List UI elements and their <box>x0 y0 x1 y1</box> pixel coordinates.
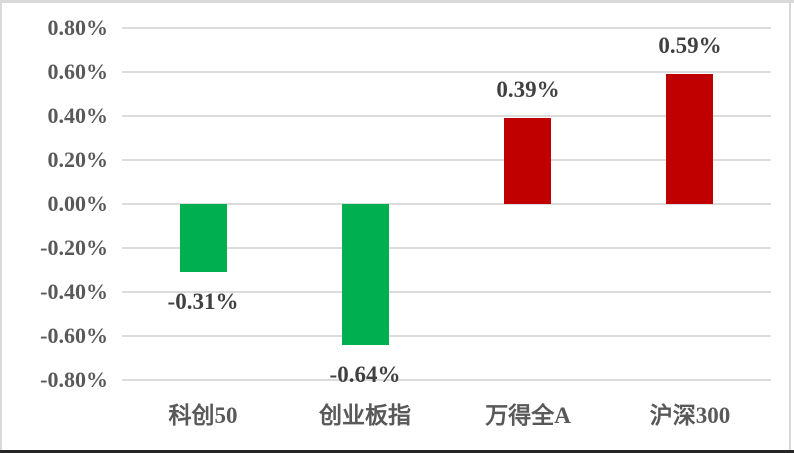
gridline <box>122 27 771 29</box>
y-axis-tick-label: -0.20% <box>40 235 108 260</box>
bar-value-label: 0.59% <box>658 33 722 58</box>
bar <box>180 204 227 272</box>
bar <box>504 118 551 204</box>
gridline <box>122 247 771 249</box>
chart-border-left <box>0 0 2 453</box>
gridline <box>122 335 771 337</box>
y-axis-tick-label: -0.80% <box>40 367 108 392</box>
bar-value-label: -0.31% <box>167 289 239 314</box>
gridline <box>122 71 771 73</box>
y-axis-tick-label: 0.80% <box>47 15 109 40</box>
x-axis-category-label: 沪深300 <box>649 403 731 428</box>
bar-value-label: -0.64% <box>329 362 401 387</box>
y-axis-tick-label: 0.00% <box>47 191 109 216</box>
y-axis-tick-label: -0.40% <box>40 279 108 304</box>
gridline <box>122 203 771 205</box>
bar-value-label: 0.39% <box>496 77 560 102</box>
bar <box>666 74 713 204</box>
chart-border-bottom <box>0 450 794 453</box>
y-axis-tick-label: -0.60% <box>40 323 108 348</box>
y-axis-tick-label: 0.20% <box>47 147 109 172</box>
x-axis-category-label: 科创50 <box>168 403 238 428</box>
gridline <box>122 159 771 161</box>
y-axis-tick-label: 0.40% <box>47 103 109 128</box>
gridline <box>122 291 771 293</box>
chart-border-right <box>789 0 791 453</box>
x-axis-category-label: 创业板指 <box>319 403 411 428</box>
chart-border-top <box>0 0 794 3</box>
x-axis-category-label: 万得全A <box>485 403 571 428</box>
gridline <box>122 115 771 117</box>
bar <box>342 204 389 345</box>
y-axis-tick-label: 0.60% <box>47 59 109 84</box>
gridline <box>122 379 771 381</box>
